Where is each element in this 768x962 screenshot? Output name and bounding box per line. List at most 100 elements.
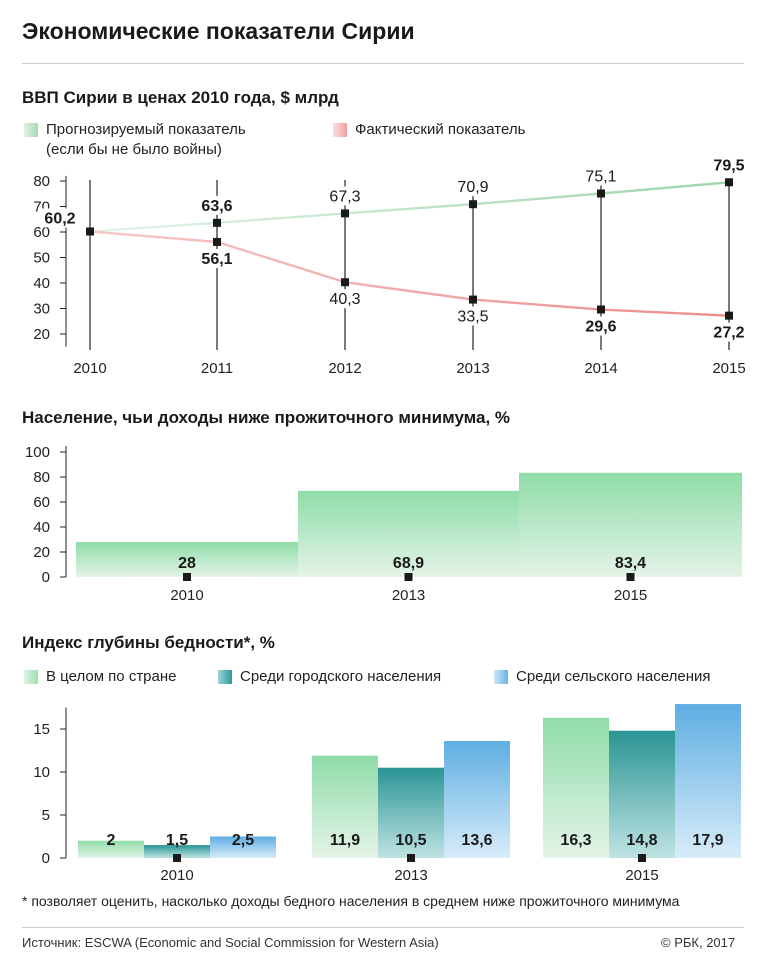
actual-data-label-bg	[710, 322, 748, 342]
title-divider	[22, 63, 744, 64]
gdp-y-tick-label: 50	[33, 250, 50, 267]
actual-data-label: 40,3	[329, 291, 360, 308]
forecast-point	[469, 200, 477, 209]
depth-chart-title: Индекс глубины бедности*, %	[22, 633, 275, 652]
gdp-chart-title: ВВП Сирии в ценах 2010 года, $ млрд	[22, 88, 339, 107]
depth-y-tick-label: 10	[33, 764, 50, 781]
gdp-y-tick-label: 30	[33, 301, 50, 318]
actual-point	[597, 305, 605, 314]
page-title: Экономические показатели Сирии	[22, 18, 415, 44]
forecast-point	[597, 189, 605, 198]
forecast-data-label-bg	[41, 208, 79, 228]
legend-label-forecast: Прогнозируемый показатель	[46, 121, 246, 138]
forecast-data-label: 79,5	[713, 157, 744, 174]
legend-swatch-urban	[218, 670, 232, 684]
legend-swatch-forecast	[24, 123, 38, 137]
forecast-data-label-bg	[710, 155, 748, 175]
gdp-y-tick-label: 40	[33, 275, 50, 292]
gdp-y-tick-label: 60	[33, 224, 50, 241]
poverty-chart-title: Население, чьи доходы ниже прожиточного …	[22, 408, 511, 427]
depth-bar-label-country: 2	[107, 832, 116, 849]
gdp-y-tick-label: 20	[33, 326, 50, 343]
actual-point	[341, 278, 349, 287]
depth-marker	[173, 854, 181, 862]
poverty-marker	[404, 573, 413, 581]
forecast-data-label: 75,1	[585, 168, 616, 185]
legend-label-urban: Среди городского населения	[240, 668, 442, 685]
poverty-y-tick-label: 20	[33, 544, 50, 561]
legend-swatch-rural	[494, 670, 508, 684]
depth-x-tick-label: 2013	[394, 867, 427, 884]
depth-bar-label-urban: 10,5	[395, 832, 426, 849]
poverty-marker	[183, 573, 191, 581]
forecast-data-label: 63,6	[201, 198, 232, 215]
depth-marker	[638, 854, 646, 862]
gdp-y-tick-label: 80	[33, 173, 50, 190]
legend-label-rural: Среди сельского населения	[516, 668, 711, 685]
gdp-x-tick-label: 2011	[201, 360, 233, 377]
actual-series-line	[89, 230, 730, 317]
depth-y-tick-label: 0	[42, 850, 50, 867]
copyright-text: © РБК, 2017	[661, 935, 736, 950]
depth-x-tick-label: 2010	[160, 867, 193, 884]
actual-data-label-bg	[198, 248, 236, 268]
poverty-bar	[519, 472, 742, 577]
depth-bar-urban	[144, 845, 210, 858]
poverty-x-tick-label: 2010	[170, 587, 203, 604]
footer-divider	[22, 927, 744, 928]
depth-bar-country	[543, 717, 609, 858]
gdp-x-tick-label: 2015	[712, 360, 745, 377]
actual-data-label-bg	[454, 306, 492, 326]
actual-data-label: 29,6	[585, 319, 616, 336]
depth-bar-label-country: 16,3	[560, 832, 591, 849]
forecast-data-label-bg	[582, 166, 620, 186]
actual-data-label: 56,1	[201, 251, 232, 268]
forecast-point	[213, 218, 221, 227]
gdp-x-tick-label: 2013	[456, 360, 489, 377]
depth-bar-label-urban: 14,8	[626, 832, 657, 849]
depth-bar-country	[312, 755, 378, 858]
forecast-data-label-bg	[454, 177, 492, 197]
depth-marker	[407, 854, 415, 862]
depth-bar-rural	[444, 741, 510, 858]
forecast-point	[341, 209, 349, 218]
legend-swatch-actual	[333, 123, 347, 137]
gdp-x-tick-label: 2014	[584, 360, 617, 377]
poverty-y-tick-label: 0	[42, 569, 50, 586]
depth-bar-label-urban: 1,5	[166, 832, 188, 849]
actual-point	[469, 295, 477, 304]
actual-data-label-bg	[582, 316, 620, 336]
legend-swatch-country	[24, 670, 38, 684]
depth-bar-label-rural: 17,9	[692, 832, 723, 849]
depth-y-tick-label: 5	[42, 807, 50, 824]
forecast-data-label: 67,3	[329, 188, 360, 205]
depth-y-tick-label: 15	[33, 721, 50, 738]
poverty-x-tick-label: 2015	[614, 587, 647, 604]
poverty-bar-label: 68,9	[393, 555, 424, 572]
depth-bar-label-rural: 13,6	[461, 832, 492, 849]
forecast-data-label: 60,2	[44, 210, 75, 227]
actual-point	[213, 237, 221, 246]
poverty-bar-label: 83,4	[615, 555, 646, 572]
poverty-y-tick-label: 60	[33, 494, 50, 511]
actual-point	[725, 311, 733, 320]
poverty-bar	[298, 490, 519, 577]
depth-bar-rural	[675, 704, 741, 858]
footnote: * позволяет оценить, насколько доходы бе…	[22, 893, 680, 909]
forecast-point	[86, 227, 94, 236]
depth-bar-label-country: 11,9	[330, 832, 360, 849]
source-text: Источник: ESCWA (Economic and Social Com…	[22, 935, 439, 950]
poverty-y-tick-label: 40	[33, 519, 50, 536]
depth-bar-label-rural: 2,5	[232, 832, 254, 849]
gdp-x-tick-label: 2012	[328, 360, 361, 377]
gdp-x-tick-label: 2010	[73, 360, 106, 377]
depth-x-tick-label: 2015	[625, 867, 658, 884]
legend-label-forecast-note: (если бы не было войны)	[46, 141, 222, 158]
depth-bar-rural	[210, 836, 276, 858]
depth-bar-urban	[609, 730, 675, 858]
actual-data-label: 27,2	[713, 325, 744, 342]
poverty-bar	[76, 542, 298, 577]
depth-bar-urban	[378, 767, 444, 858]
forecast-data-label-bg	[326, 186, 364, 206]
